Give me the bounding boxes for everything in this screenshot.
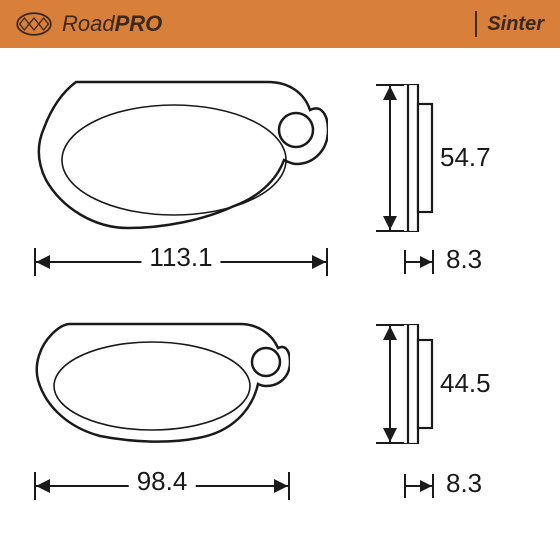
dim-upper-width-value: 113.1 [141,242,220,273]
dim-upper-height [372,84,408,232]
dim-upper-height-value: 54.7 [440,142,491,173]
header: RoadPRO Sinter [0,0,560,48]
dim-upper-thickness [404,248,434,276]
brand-text-pro: PRO [115,11,163,37]
dim-lower-thickness-value: 8.3 [446,468,482,499]
dim-lower-height [372,324,408,444]
dim-lower-thickness [404,472,434,500]
lower-pad-outline [34,320,290,444]
header-right: Sinter [475,11,544,37]
dim-lower-width-value: 98.4 [129,466,196,497]
upper-pad-outline [34,80,328,230]
dim-upper-thickness-value: 8.3 [446,244,482,275]
compound-label: Sinter [487,13,544,36]
dim-lower-height-value: 44.5 [440,368,491,399]
header-divider [475,11,477,37]
technical-diagram: 54.7 113.1 8.3 44.5 98.4 8.3 [0,48,560,560]
dim-lower-width: 98.4 [34,468,290,504]
brand-mark-icon [16,12,52,36]
brand-text: RoadPRO [62,11,162,37]
dim-upper-width: 113.1 [34,244,328,280]
brand-logo: RoadPRO [16,11,162,37]
brand-text-road: Road [62,11,115,37]
